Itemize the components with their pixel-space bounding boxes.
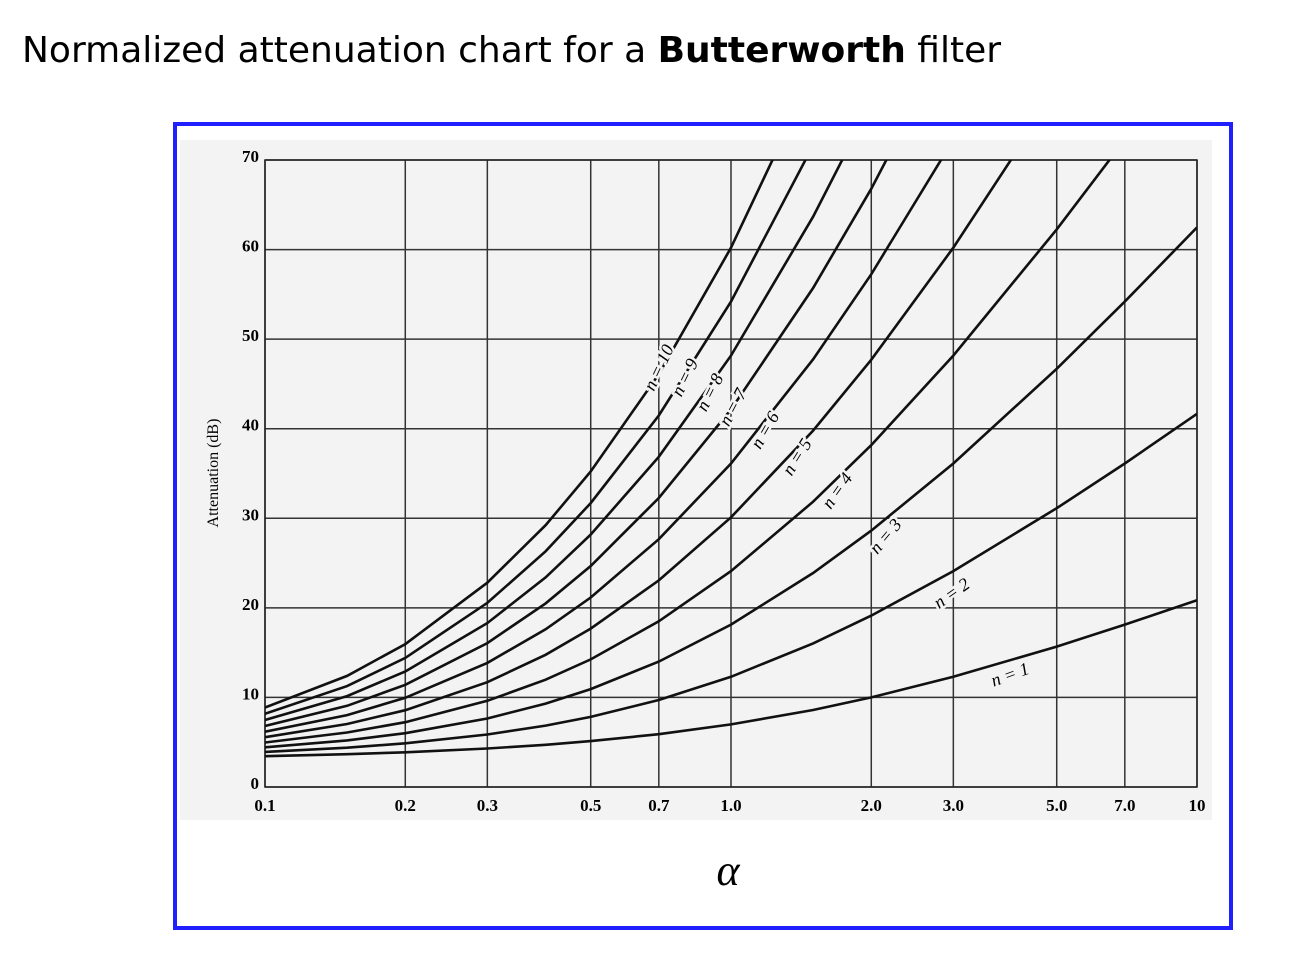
series-line [265,412,1197,754]
y-tick-label: 40 [242,416,259,435]
title-part: filter [906,30,1001,71]
y-tick-label: 10 [242,684,259,703]
x-tick-label: 3.0 [943,796,964,815]
x-tick-label: 0.1 [254,796,275,815]
x-axis-label: α [716,846,740,895]
title-part: Normalized attenuation chart for a [22,30,658,71]
y-axis-label: Attenuation (dB) [205,419,222,528]
x-tick-label: 2.0 [861,796,882,815]
x-tick-label: 10 [1189,796,1206,815]
y-tick-label: 0 [251,774,260,793]
x-tick-label: 7.0 [1114,796,1135,815]
chart-title: Normalized attenuation chart for a Butte… [22,30,1001,71]
y-tick-label: 30 [242,505,259,524]
series-line [265,160,888,728]
series-group [265,160,1197,758]
title-part: Butterworth [658,30,906,71]
y-tick-label: 50 [242,326,259,345]
series-line [265,160,807,716]
x-tick-label: 0.5 [580,796,601,815]
series-line [265,598,1197,758]
x-tick-label: 5.0 [1046,796,1067,815]
series-line [265,160,844,722]
series-line [265,160,1013,739]
y-tick-label: 20 [242,595,259,614]
series-line [265,160,774,709]
series-line [265,160,1112,744]
plot-background [180,140,1212,820]
y-tick-label: 70 [242,147,259,166]
y-tick-label: 60 [242,237,259,256]
x-tick-label: 0.7 [648,796,670,815]
plot-border [264,159,1198,788]
series-line [265,160,943,733]
x-tick-label: 0.3 [477,796,498,815]
series-line [265,226,1197,749]
x-tick-label: 1.0 [720,796,741,815]
x-tick-label: 0.2 [395,796,416,815]
